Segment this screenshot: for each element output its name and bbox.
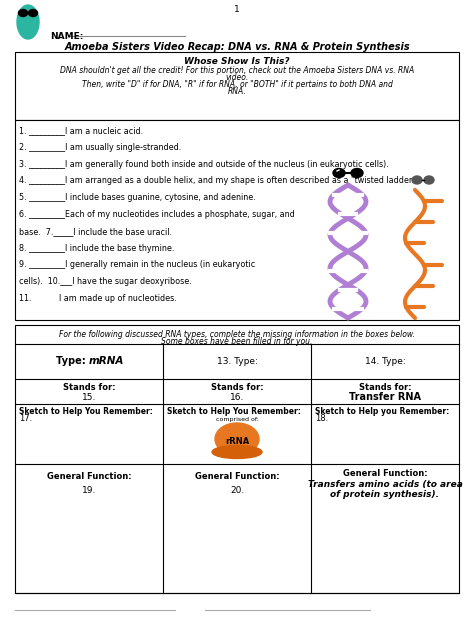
Text: Transfer RNA: Transfer RNA — [349, 392, 421, 402]
Ellipse shape — [351, 169, 363, 178]
Ellipse shape — [215, 423, 259, 455]
Text: 13. Type:: 13. Type: — [217, 357, 257, 366]
Text: comprised of:: comprised of: — [216, 417, 258, 422]
Text: 6. _________Each of my nucleotides includes a phosphate, sugar, and: 6. _________Each of my nucleotides inclu… — [19, 210, 295, 219]
Text: 16.: 16. — [230, 392, 244, 401]
Text: rRNA: rRNA — [225, 437, 249, 446]
Text: DNA shouldn't get all the credit! For this portion, check out the Amoeba Sisters: DNA shouldn't get all the credit! For th… — [60, 66, 414, 75]
Text: Sketch to Help you Remember:: Sketch to Help you Remember: — [315, 407, 449, 416]
Text: 14. Type:: 14. Type: — [365, 357, 405, 366]
Text: mRNA: mRNA — [89, 356, 124, 367]
Ellipse shape — [212, 446, 262, 458]
Text: Sketch to Help You Remember:: Sketch to Help You Remember: — [19, 407, 153, 416]
Text: For the following discussed RNA types, complete the missing information in the b: For the following discussed RNA types, c… — [59, 330, 415, 339]
Text: RNA.: RNA. — [228, 87, 246, 96]
Ellipse shape — [18, 9, 27, 16]
Text: of protein synthesis).: of protein synthesis). — [330, 490, 439, 499]
Text: Type:: Type: — [56, 356, 89, 367]
Ellipse shape — [17, 5, 39, 39]
Ellipse shape — [333, 169, 345, 178]
Text: Transfers amino acids (to area: Transfers amino acids (to area — [308, 480, 463, 489]
Text: 19.: 19. — [82, 486, 96, 495]
Ellipse shape — [412, 176, 422, 184]
Text: 4. _________I am arranged as a double helix, and my shape is often described as : 4. _________I am arranged as a double he… — [19, 176, 418, 185]
Text: NAME:: NAME: — [50, 32, 83, 41]
Bar — [15, 120, 459, 320]
Ellipse shape — [424, 176, 434, 184]
Text: Some boxes have been filled in for you.: Some boxes have been filled in for you. — [161, 337, 313, 346]
Text: 8. _________I include the base thymine.: 8. _________I include the base thymine. — [19, 243, 174, 253]
Text: base.  7._____I include the base uracil.: base. 7._____I include the base uracil. — [19, 227, 172, 236]
Text: Then, write "D" if for DNA, "R" if for RNA, or "BOTH" if it pertains to both DNA: Then, write "D" if for DNA, "R" if for R… — [82, 80, 392, 89]
Text: Stands for:: Stands for: — [210, 383, 264, 392]
Text: Whose Show Is This?: Whose Show Is This? — [184, 57, 290, 66]
Text: 3. _________I am generally found both inside and outside of the nucleus (in euka: 3. _________I am generally found both in… — [19, 160, 389, 169]
Text: Sketch to Help You Remember:: Sketch to Help You Remember: — [167, 407, 301, 416]
Text: Stands for:: Stands for: — [63, 383, 115, 392]
Text: video.: video. — [225, 73, 249, 82]
Text: 1: 1 — [234, 5, 240, 14]
Text: 18.: 18. — [315, 414, 328, 423]
Text: 1. _________I am a nucleic acid.: 1. _________I am a nucleic acid. — [19, 126, 143, 135]
Text: 2. _________I am usually single-stranded.: 2. _________I am usually single-stranded… — [19, 143, 181, 152]
Text: cells).  10.___I have the sugar deoxyribose.: cells). 10.___I have the sugar deoxyribo… — [19, 277, 192, 286]
Text: 5. _________I include bases guanine, cytosine, and adenine.: 5. _________I include bases guanine, cyt… — [19, 193, 256, 202]
Text: General Function:: General Function: — [195, 472, 279, 481]
Text: General Function:: General Function: — [46, 472, 131, 481]
Text: Stands for:: Stands for: — [359, 383, 411, 392]
Text: 17.: 17. — [19, 414, 32, 423]
Text: 11.           I am made up of nucleotides.: 11. I am made up of nucleotides. — [19, 294, 177, 303]
Text: Amoeba Sisters Video Recap: DNA vs. RNA & Protein Synthesis: Amoeba Sisters Video Recap: DNA vs. RNA … — [64, 42, 410, 52]
Text: 9. _________I generally remain in the nucleus (in eukaryotic: 9. _________I generally remain in the nu… — [19, 260, 255, 269]
Bar — [15, 52, 459, 120]
Bar — [15, 325, 459, 593]
Ellipse shape — [28, 9, 37, 16]
Text: General Function:: General Function: — [343, 469, 428, 478]
Text: 20.: 20. — [230, 486, 244, 495]
Text: 15.: 15. — [82, 392, 96, 401]
